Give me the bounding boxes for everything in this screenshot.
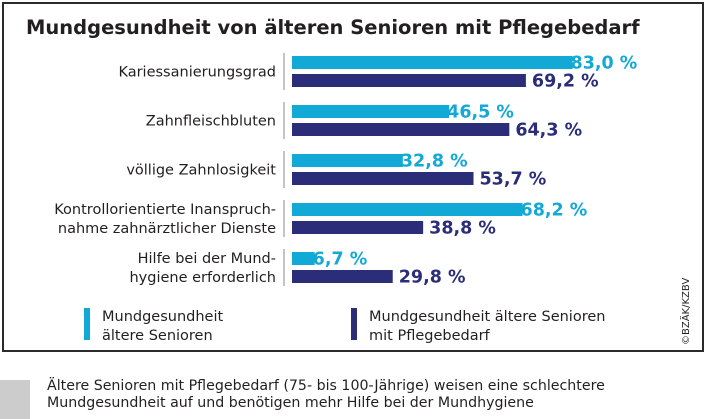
legend-item-series-2: Mundgesundheit ältere Senioren mit Pfleg… (351, 308, 605, 346)
value-label-series-2: 53,7 % (480, 170, 547, 190)
bar-chart: Kariessanierungsgrad Zahnfleischbluten völ… (54, 53, 638, 288)
category-label: Zahnfleischbluten (146, 114, 276, 130)
bar-series-1 (292, 56, 573, 69)
value-label-series-2: 64,3 % (515, 121, 582, 141)
category-label: Hilfe bei der Mund- (138, 251, 276, 267)
value-label-series-1: 32,8 % (401, 152, 468, 172)
legend-swatch-series-1 (84, 308, 90, 340)
value-label-series-2: 69,2 % (532, 72, 599, 92)
category-labels: Kariessanierungsgrad Zahnfleischbluten völ… (54, 65, 276, 287)
caption-text: Ältere Senioren mit Pflegebedarf (75- bi… (47, 378, 605, 411)
category-label: Kontrollorientierte Inanspruch- (54, 202, 276, 218)
bar-series-2 (292, 270, 393, 283)
category-label: völlige Zahnlosigkeit (126, 163, 276, 179)
category-label: hygiene erforderlich (129, 270, 276, 286)
legend-swatch-series-2 (351, 308, 357, 340)
caption-marker (0, 380, 30, 419)
bar-series-1 (292, 105, 450, 118)
bar-series-1 (292, 154, 403, 167)
legend-label-series-2: Mundgesundheit ältere Senioren mit Pfleg… (369, 309, 606, 344)
value-label-series-1: 68,2 % (521, 201, 588, 221)
bar-series-1 (292, 252, 315, 265)
value-labels: 83,0 %69,2 % 46,5 %64,3 % 32,8 % 53,7 % 68,2… (313, 54, 638, 288)
value-label-series-1: 83,0 % (571, 54, 638, 74)
category-label: Kariessanierungsgrad (118, 65, 276, 81)
legend-item-series-1: Mundgesundheit ältere Senioren (84, 308, 223, 346)
bar-series-1 (292, 203, 523, 216)
bar-series-2 (292, 74, 526, 87)
value-label-series-2: 38,8 % (429, 219, 496, 239)
bar-series-2 (292, 221, 424, 234)
bars (292, 56, 573, 283)
value-label-series-2: 29,8 % (399, 268, 466, 288)
bar-series-2 (292, 172, 474, 185)
legend-label-series-1: Mundgesundheit ältere Senioren (102, 309, 224, 344)
category-label: nahme zahnärztlicher Dienste (58, 221, 276, 237)
bar-series-2 (292, 123, 510, 136)
value-label-series-1: 46,5 % (447, 103, 514, 123)
copyright-notice: ©BZÄK/KZBV (681, 277, 692, 345)
value-label-series-1: 6,7 % (313, 250, 368, 270)
chart-title: Mundgesundheit von älteren Senioren mit … (26, 16, 640, 39)
